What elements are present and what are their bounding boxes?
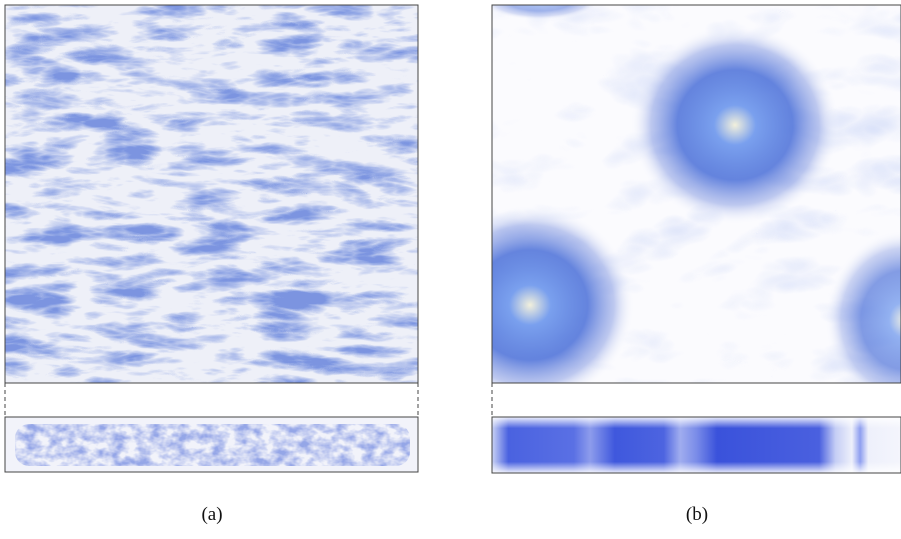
panel-b-frame <box>491 4 901 384</box>
panel-b-image <box>492 5 901 383</box>
vortex <box>492 5 599 20</box>
vortex <box>492 205 635 383</box>
strip-b-fade <box>492 417 901 473</box>
strip-a-image <box>15 424 410 466</box>
panel-label: (b) <box>686 504 708 525</box>
panel-a-frame <box>4 4 419 384</box>
vortex <box>630 25 840 225</box>
strip-a-frame <box>4 416 419 473</box>
panel-a-image <box>5 5 418 383</box>
vortex <box>825 230 901 383</box>
strip-b-frame <box>491 416 901 474</box>
panel-label: (a) <box>201 504 222 525</box>
